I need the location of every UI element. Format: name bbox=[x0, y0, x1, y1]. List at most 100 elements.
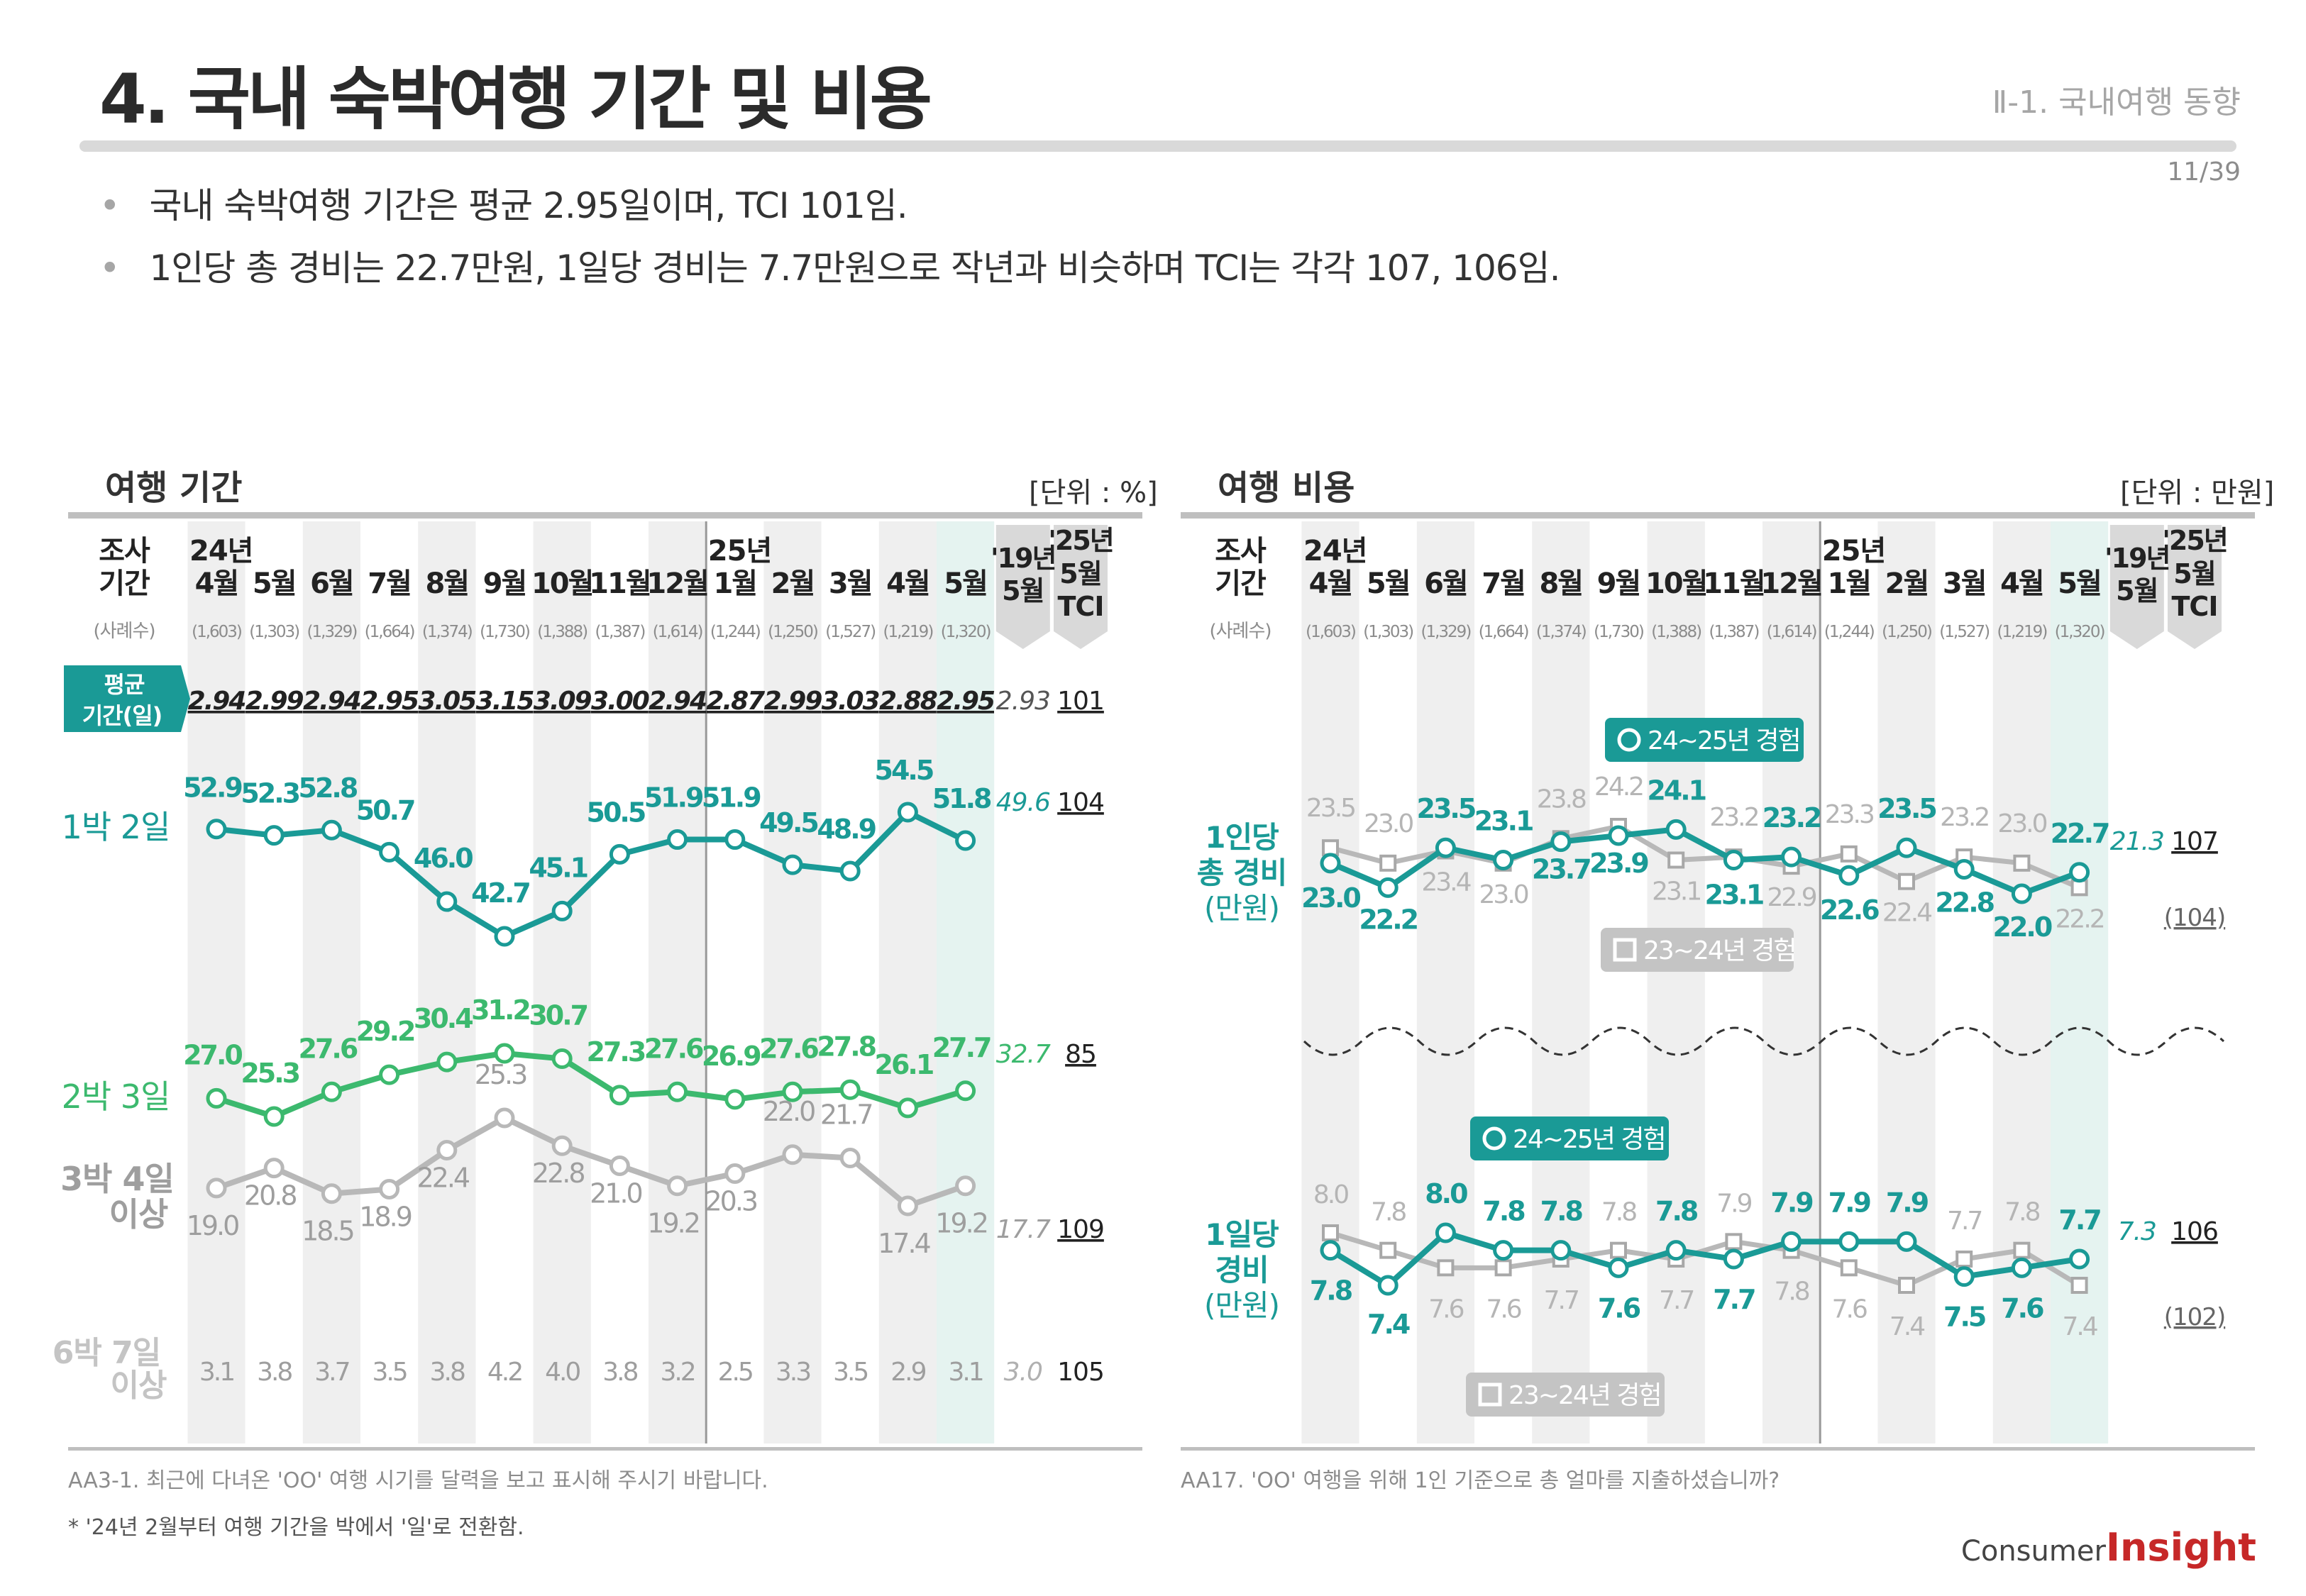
logo-brand: Insight bbox=[2105, 1525, 2256, 1570]
avg-duration-label: 기간(일) bbox=[82, 702, 162, 729]
data-label-one-night: 51.9 bbox=[644, 782, 703, 814]
data-point-one-night bbox=[955, 830, 976, 851]
left-month-label: 1월 bbox=[713, 567, 756, 600]
left-sample-count: (1,219) bbox=[883, 623, 933, 641]
data-label-six-nights: 2.9 bbox=[890, 1358, 925, 1387]
data-label-three-nights: 17.4 bbox=[878, 1228, 930, 1259]
right-col19-tab bbox=[2109, 525, 2164, 649]
left-sample-count: (1,303) bbox=[249, 623, 299, 641]
right-sample-count: (1,388) bbox=[1651, 623, 1701, 641]
left-month-label: 5월 bbox=[253, 567, 296, 600]
per-person-row-label: (만원) bbox=[1204, 891, 1279, 926]
right-sample-count: (1,244) bbox=[1824, 623, 1874, 641]
avg-duration-value: 3.15 bbox=[476, 687, 534, 716]
left-sample-count: (1,374) bbox=[422, 623, 472, 641]
per-day-prev-year-legend-marker bbox=[1478, 1382, 1502, 1407]
left-tci-label: TCI bbox=[1058, 591, 1104, 622]
per-day-current-point bbox=[1723, 1248, 1744, 1270]
right-col-band bbox=[1877, 521, 1936, 1443]
per-person-current-point bbox=[1781, 846, 1802, 868]
data-point-one-night bbox=[897, 802, 918, 823]
left-col-band bbox=[187, 521, 246, 1443]
data-label-one-night: 51.8 bbox=[932, 783, 991, 814]
right-col19-label: 5월 bbox=[2116, 575, 2158, 606]
per-person-prev-year-label: 22.9 bbox=[1767, 883, 1816, 912]
per-person-row-label: 1인당 bbox=[1205, 820, 1279, 855]
data-label-three-nights: 22.0 bbox=[763, 1096, 815, 1127]
per-person-prev-year-legend-box bbox=[1601, 928, 1794, 972]
data-label-one-night: 54.5 bbox=[875, 755, 933, 786]
logo-prefix: Consumer bbox=[1960, 1535, 2106, 1568]
data-label-six-nights: 3.5 bbox=[833, 1358, 867, 1387]
page-title: 4. 국내 숙박여행 기간 및 비용 bbox=[99, 60, 932, 139]
left-sample-label: (사례수) bbox=[93, 621, 155, 642]
data-point-two-nights bbox=[321, 1081, 342, 1102]
data-label-one-night: 50.5 bbox=[587, 797, 645, 828]
left-sample-count: (1,527) bbox=[825, 623, 875, 641]
per-day-current-point bbox=[1320, 1240, 1341, 1261]
data-point-two-nights bbox=[897, 1097, 918, 1119]
left-unit-label: [단위 : %] bbox=[1029, 477, 1158, 509]
per-person-current-label: 22.2 bbox=[1359, 904, 1417, 935]
data-label-two-nights: 25.3 bbox=[241, 1058, 299, 1089]
left-col-band bbox=[878, 521, 937, 1443]
data-label-six-nights: 3.7 bbox=[314, 1358, 348, 1387]
right-sample-count: (1,527) bbox=[1939, 623, 1989, 641]
data-point-one-night bbox=[206, 819, 227, 840]
right-month-label: 1월 bbox=[1827, 567, 1870, 600]
data-label-six-nights: 3.8 bbox=[430, 1358, 465, 1387]
right-col-band bbox=[1416, 521, 1474, 1443]
avg-duration-value: 2.94 bbox=[649, 687, 706, 716]
per-day-prev-year-point bbox=[2013, 1241, 2031, 1259]
avg-duration-value: 2.95 bbox=[360, 687, 419, 716]
data-point-two-nights bbox=[494, 1043, 515, 1064]
left-footnote: AA3-1. 최근에 다녀온 'OO' 여행 시기를 달력을 보고 표시해 주시… bbox=[68, 1468, 768, 1493]
per-person-current-label: 23.5 bbox=[1417, 793, 1475, 824]
per-day-tci: 106 bbox=[2171, 1217, 2218, 1246]
data-label-three-nights: 22.8 bbox=[532, 1158, 584, 1189]
data-label-three-nights: 18.5 bbox=[302, 1216, 353, 1247]
data-label-one-night: 48.9 bbox=[817, 814, 876, 845]
per-day-prev-year-label: 7.7 bbox=[1544, 1286, 1578, 1315]
per-person-prev-year-label: 23.5 bbox=[1306, 794, 1355, 823]
per-person-prev-year-point bbox=[1379, 854, 1397, 872]
right-sample-count: (1,730) bbox=[1594, 623, 1643, 641]
avg-duration-value: 2.94 bbox=[188, 687, 246, 716]
per-day-current-point bbox=[1377, 1275, 1399, 1296]
per-day-prev-year-label: 7.8 bbox=[1601, 1198, 1636, 1227]
per-day-current-label: 7.4 bbox=[1367, 1309, 1410, 1340]
per-person-current-point bbox=[2011, 883, 2032, 904]
per-day-current-label: 7.7 bbox=[1713, 1284, 1755, 1315]
tci-two-nights: 85 bbox=[1065, 1040, 1096, 1069]
per-day-prev-year-point bbox=[1494, 1259, 1512, 1277]
data-point-one-night bbox=[551, 900, 573, 921]
left-month-label: 2월 bbox=[771, 567, 815, 600]
data-label-six-nights: 3.3 bbox=[776, 1358, 810, 1387]
right-sample-count: (1,603) bbox=[1306, 623, 1355, 641]
left-sample-count: (1,387) bbox=[595, 623, 645, 641]
per-person-current-point bbox=[2069, 862, 2090, 883]
left-month-label: 5월 bbox=[944, 567, 987, 600]
data-point-two-nights bbox=[206, 1087, 227, 1109]
data-point-one-night bbox=[494, 926, 515, 947]
data-point-three-nights bbox=[551, 1135, 573, 1156]
left-month-label: 4월 bbox=[195, 567, 238, 600]
data-label-three-nights: 22.4 bbox=[416, 1163, 469, 1194]
left-sample-count: (1,730) bbox=[480, 623, 529, 641]
data-label-six-nights: 3.1 bbox=[948, 1358, 982, 1387]
per-person-prev-year-line bbox=[1328, 824, 2082, 890]
right-bottom-rule bbox=[1181, 1447, 2255, 1451]
avg-duration-value: 2.88 bbox=[879, 687, 937, 716]
data-point-one-night bbox=[839, 860, 861, 882]
data-point-three-nights bbox=[494, 1107, 515, 1129]
right-col-band bbox=[1762, 521, 1821, 1443]
data-point-one-night bbox=[609, 843, 630, 865]
left-sample-count: (1,664) bbox=[365, 623, 414, 641]
data-point-three-nights bbox=[436, 1140, 458, 1161]
per-day-prev-year-point bbox=[1322, 1224, 1339, 1241]
left-month-label: 7월 bbox=[368, 567, 411, 600]
left-year-25: 25년 bbox=[708, 535, 771, 567]
right-tci-label: '25년 bbox=[2162, 525, 2227, 556]
right-sample-count: (1,320) bbox=[2055, 623, 2104, 641]
left-sample-count: (1,388) bbox=[537, 623, 587, 641]
